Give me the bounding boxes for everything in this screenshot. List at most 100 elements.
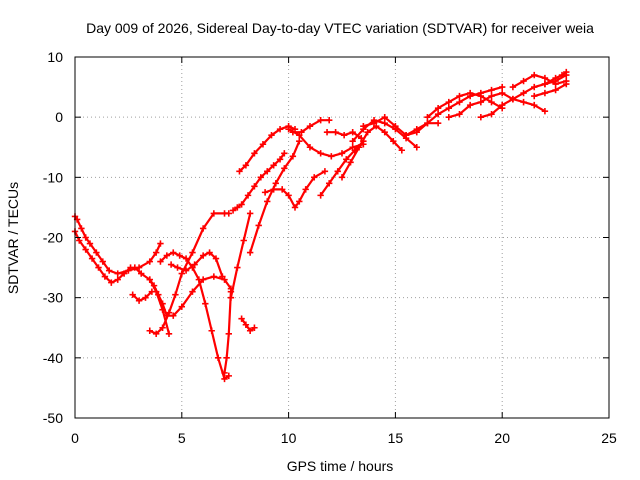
data-point-marker	[86, 240, 94, 247]
data-point-marker	[445, 98, 452, 106]
data-point-marker	[170, 312, 177, 319]
data-point-marker	[413, 126, 420, 133]
data-point-marker	[189, 288, 196, 295]
data-point-marker	[142, 294, 149, 301]
data-point-marker	[246, 327, 254, 334]
data-point-marker	[381, 113, 388, 121]
data-point-marker	[242, 321, 250, 328]
data-point-marker	[195, 276, 203, 283]
data-point-marker	[456, 92, 463, 100]
data-point-marker	[360, 122, 367, 130]
data-point-marker	[101, 273, 109, 280]
data-point-marker	[456, 110, 463, 118]
data-point-marker	[488, 86, 495, 94]
data-point-marker	[157, 240, 164, 247]
grid-lines	[75, 57, 609, 418]
data-point-marker	[206, 249, 213, 256]
data-point-marker	[563, 80, 570, 88]
series-line	[533, 82, 568, 98]
data-point-marker	[323, 129, 331, 136]
data-point-marker	[291, 204, 299, 211]
data-point-marker	[552, 86, 559, 94]
data-point-marker	[509, 83, 517, 91]
data-point-marker	[76, 237, 83, 244]
data-point-marker	[152, 330, 160, 337]
series-line	[229, 212, 252, 299]
data-point-marker	[264, 198, 271, 205]
series-arc-9	[221, 288, 235, 377]
data-point-marker	[488, 110, 495, 118]
data-point-marker	[390, 138, 397, 145]
x-axis-tick-labels: 0 5 10 15 20 25	[71, 430, 617, 446]
data-point-marker	[246, 249, 254, 256]
series-arc-13	[238, 315, 258, 334]
series-arc-19	[338, 122, 406, 181]
data-point-marker	[210, 210, 218, 217]
data-point-marker	[340, 132, 348, 139]
data-point-marker	[78, 225, 85, 232]
data-point-marker	[105, 267, 113, 274]
data-point-marker	[108, 279, 115, 286]
data-point-marker	[148, 288, 156, 295]
data-point-marker	[129, 291, 136, 298]
data-point-marker	[223, 354, 230, 362]
series-line	[223, 290, 232, 374]
data-point-marker	[244, 192, 252, 199]
data-point-marker	[302, 186, 309, 193]
data-point-marker	[227, 294, 235, 301]
data-point-marker	[176, 252, 183, 259]
data-point-marker	[541, 74, 549, 82]
data-point-marker	[146, 327, 153, 334]
data-point-marker	[208, 327, 215, 334]
data-point-marker	[531, 101, 538, 109]
series-line	[73, 230, 132, 284]
data-point-marker	[552, 80, 559, 88]
data-point-marker	[189, 249, 196, 256]
data-point-marker	[445, 113, 452, 121]
data-point-marker	[477, 98, 485, 106]
data-point-marker	[272, 180, 279, 187]
series-arc-20	[323, 129, 365, 142]
y-tick-label: 10	[47, 49, 63, 65]
data-point-marker	[499, 101, 506, 109]
y-tick-label: 0	[55, 109, 63, 125]
series-line	[426, 91, 504, 119]
data-point-marker	[225, 372, 232, 380]
chart-title: Day 009 of 2026, Sidereal Day-to-day VTE…	[86, 20, 594, 36]
data-point-marker	[321, 168, 329, 175]
series-line	[287, 128, 365, 158]
data-point-marker	[488, 92, 495, 100]
data-point-marker	[221, 375, 228, 383]
data-point-marker	[328, 153, 335, 160]
data-point-marker	[270, 186, 277, 193]
data-point-marker	[172, 291, 179, 298]
data-point-marker	[306, 122, 314, 130]
data-point-marker	[238, 201, 245, 208]
data-point-marker	[531, 71, 538, 79]
data-point-marker	[434, 110, 442, 118]
data-point-marker	[563, 68, 570, 76]
data-point-marker	[163, 252, 171, 259]
data-point-marker	[234, 264, 241, 271]
data-point-marker	[131, 264, 139, 271]
data-point-marker	[477, 113, 485, 121]
data-point-marker	[541, 107, 549, 115]
data-point-marker	[531, 83, 538, 91]
data-point-marker	[520, 89, 527, 97]
data-point-marker	[343, 156, 350, 163]
data-point-marker	[531, 92, 538, 100]
data-point-marker	[242, 162, 250, 169]
series-arc-6	[146, 210, 232, 337]
series-arc-11	[236, 122, 299, 175]
data-point-marker	[82, 234, 89, 241]
data-point-marker	[159, 324, 166, 331]
data-point-marker	[558, 71, 566, 79]
data-point-marker	[82, 246, 89, 253]
data-point-marker	[541, 80, 549, 88]
data-point-marker	[155, 291, 162, 298]
data-point-marker	[157, 258, 164, 265]
data-point-marker	[276, 126, 284, 133]
data-point-marker	[281, 165, 288, 172]
data-point-marker	[165, 309, 173, 316]
